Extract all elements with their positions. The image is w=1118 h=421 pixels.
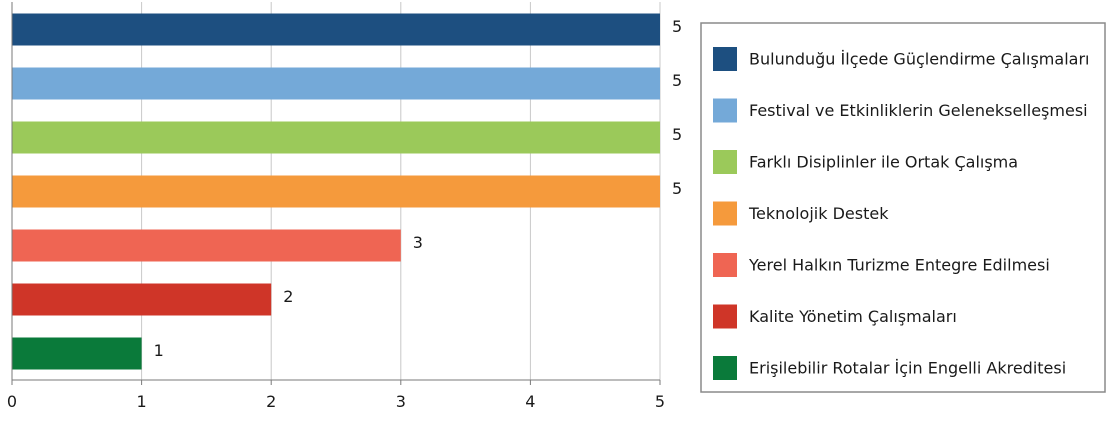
x-tick-label-4: 4	[525, 392, 535, 411]
x-tick-label-2: 2	[266, 392, 276, 411]
data-label-5: 3	[413, 233, 423, 252]
x-tick-label-1: 1	[137, 392, 147, 411]
legend-box	[700, 22, 1106, 393]
legend-swatch-7	[713, 356, 737, 380]
legend-swatch-6	[713, 304, 737, 329]
x-tick-label-3: 3	[396, 392, 406, 411]
bars: 5 5 5 5 3 2 1	[12, 13, 682, 370]
bar-4	[12, 175, 660, 208]
data-label-1: 5	[672, 17, 682, 36]
data-label-4: 5	[672, 179, 682, 198]
legend-label-3: Farklı Disiplinler ile Ortak Çalışma	[749, 153, 1018, 172]
legend-swatch-5	[713, 253, 737, 277]
bar-5	[12, 229, 401, 262]
legend-label-1: Bulunduğu İlçede Güçlendirme Çalışmaları	[749, 50, 1089, 69]
bar-3	[12, 121, 660, 154]
legend-label-4: Teknolojik Destek	[748, 204, 889, 223]
x-tick-label-0: 0	[7, 392, 17, 411]
legend-label-2: Festival ve Etkinliklerin Gelenekselleşm…	[749, 101, 1088, 120]
data-label-3: 5	[672, 125, 682, 144]
legend-swatch-3	[713, 150, 737, 174]
data-label-7: 1	[154, 341, 164, 360]
legend-swatch-4	[713, 201, 737, 226]
bar-7	[12, 337, 142, 370]
x-axis: 0 1 2 3 4 5	[7, 2, 665, 411]
legend-label-5: Yerel Halkın Turizme Entegre Edilmesi	[748, 256, 1050, 275]
legend: Bulunduğu İlçede Güçlendirme Çalışmaları…	[700, 22, 1106, 393]
legend-label-7: Erişilebilir Rotalar İçin Engelli Akredi…	[749, 359, 1066, 378]
bar-1	[12, 13, 660, 46]
legend-label-6: Kalite Yönetim Çalışmaları	[749, 307, 957, 326]
bar-2	[12, 67, 660, 100]
data-label-6: 2	[283, 287, 293, 306]
bar-6	[12, 283, 272, 316]
data-label-2: 5	[672, 71, 682, 90]
legend-swatch-2	[713, 98, 737, 123]
x-tick-label-5: 5	[655, 392, 665, 411]
legend-swatch-1	[713, 47, 737, 71]
